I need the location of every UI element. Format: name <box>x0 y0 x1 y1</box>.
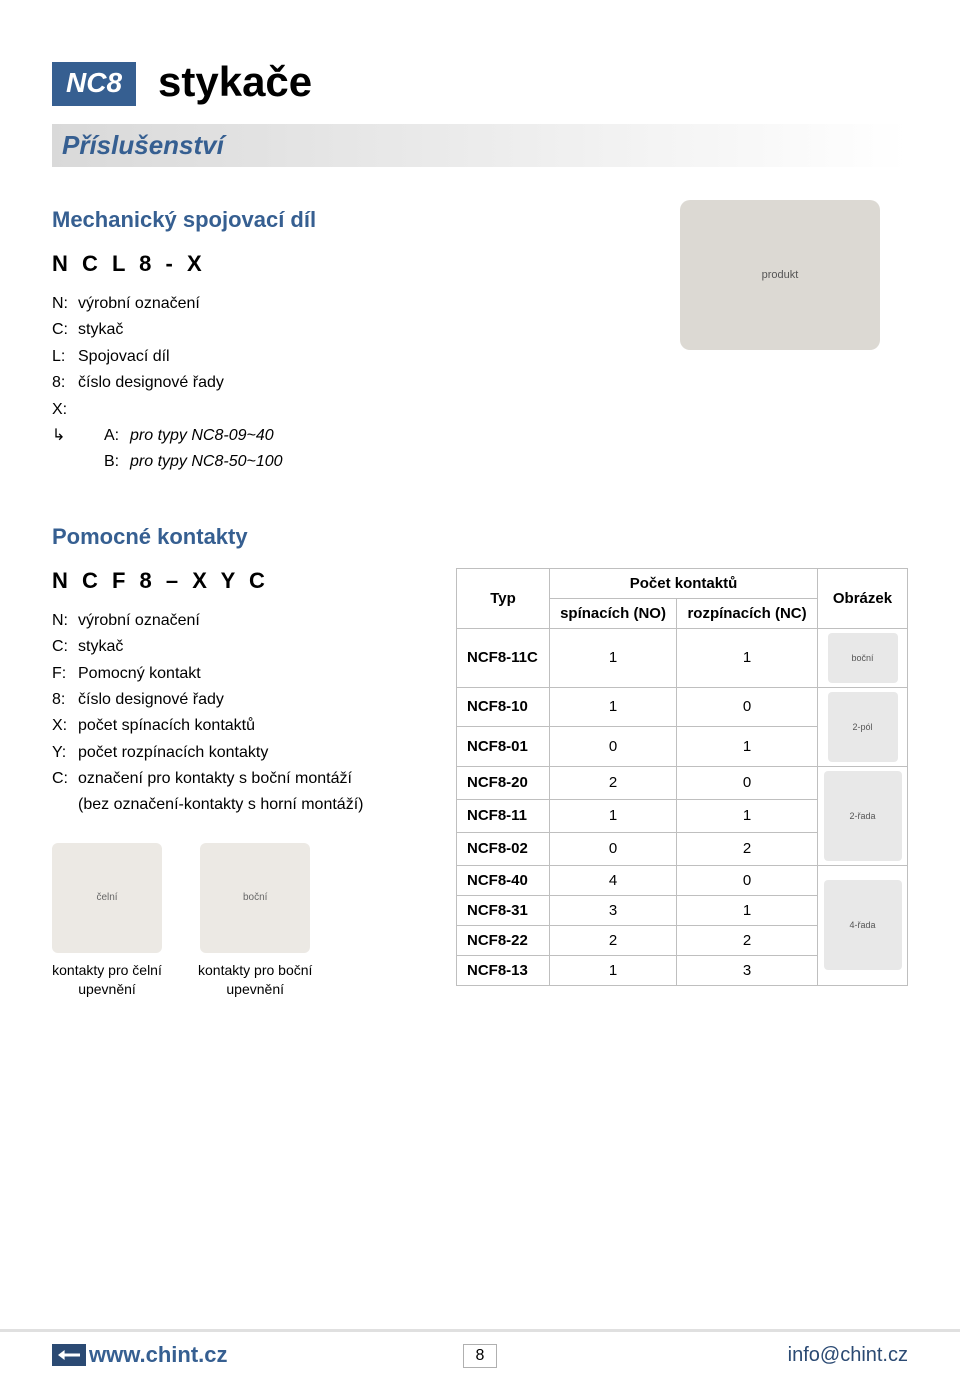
cell-nc: 1 <box>677 895 818 925</box>
cell-nc: 2 <box>677 925 818 955</box>
legend-key: C: <box>52 317 78 343</box>
legend-row: Y:počet rozpínacích kontakty <box>52 740 422 766</box>
cell-no: 0 <box>549 832 676 865</box>
cell-nc: 1 <box>677 727 818 767</box>
legend-row: X:počet spínacích kontaktů <box>52 713 422 739</box>
legend-key: L: <box>52 344 78 370</box>
footer-url: www.chint.cz <box>52 1342 228 1368</box>
legend-value: výrobní označení <box>78 291 200 317</box>
th-count: Počet kontaktů <box>549 568 817 598</box>
cell-image: 4-řada <box>818 865 908 985</box>
cell-no: 1 <box>549 799 676 832</box>
legend-row: B:pro typy NC8-50~100 <box>104 449 283 475</box>
subtitle-bar: Příslušenství <box>52 124 908 167</box>
cell-no: 1 <box>549 628 676 687</box>
legend-row: F:Pomocný kontakt <box>52 661 422 687</box>
th-typ: Typ <box>457 568 550 628</box>
cell-no: 0 <box>549 727 676 767</box>
legend-key: 8: <box>52 370 78 396</box>
cell-typ: NCF8-11C <box>457 628 550 687</box>
legend-row: X: <box>52 397 908 423</box>
legend-value: stykač <box>78 317 123 343</box>
legend-row: A:pro typy NC8-09~40 <box>104 423 283 449</box>
cell-image: boční <box>818 628 908 687</box>
product-caption: kontakty pro bočníupevnění <box>198 961 312 1000</box>
product-item: čelní kontakty pro čelníupevnění <box>52 843 162 1000</box>
cell-nc: 2 <box>677 832 818 865</box>
cell-typ: NCF8-31 <box>457 895 550 925</box>
legend-row: 8:číslo designové řady <box>52 370 908 396</box>
type-code-aux: N C F 8 – X Y C <box>52 568 422 594</box>
cell-typ: NCF8-01 <box>457 727 550 767</box>
page-title: stykače <box>158 58 312 106</box>
legend-row: C:stykač <box>52 634 422 660</box>
table-row: NCF8-40404-řada <box>457 865 908 895</box>
cell-image: 2-řada <box>818 766 908 865</box>
header: NC8 stykače <box>52 58 908 106</box>
hero-product-image: produkt <box>680 200 880 350</box>
cell-nc: 0 <box>677 865 818 895</box>
table-row: NCF8-20202-řada <box>457 766 908 799</box>
cell-typ: NCF8-13 <box>457 955 550 985</box>
cell-typ: NCF8-40 <box>457 865 550 895</box>
product-thumbnails: čelní kontakty pro čelníupevnění boční kont… <box>52 843 422 1000</box>
th-no: spínacích (NO) <box>549 598 676 628</box>
product-image: čelní <box>52 843 162 953</box>
cell-typ: NCF8-11 <box>457 799 550 832</box>
product-caption: kontakty pro čelníupevnění <box>52 961 162 1000</box>
legend-row: N:výrobní označení <box>52 608 422 634</box>
th-nc: rozpínacích (NC) <box>677 598 818 628</box>
cell-typ: NCF8-10 <box>457 687 550 727</box>
table-row: NCF8-11C11boční <box>457 628 908 687</box>
cell-no: 1 <box>549 955 676 985</box>
legend-row: C:označení pro kontakty s boční montáží <box>52 766 422 792</box>
table-row: NCF8-10102-pól <box>457 687 908 727</box>
cell-nc: 0 <box>677 766 818 799</box>
chint-logo-icon <box>52 1344 86 1366</box>
footer-email: info@chint.cz <box>788 1344 908 1367</box>
section-aux-contacts: N C F 8 – X Y C N:výrobní označeníC:styk… <box>52 568 908 1000</box>
legend-value: číslo designové řady <box>78 370 224 396</box>
cell-nc: 1 <box>677 628 818 687</box>
thumbnail-image: 2-pól <box>828 692 898 762</box>
cell-no: 4 <box>549 865 676 895</box>
legend-key: N: <box>52 291 78 317</box>
product-image: boční <box>200 843 310 953</box>
footer: www.chint.cz info@chint.cz <box>0 1329 960 1368</box>
contacts-table: Typ Počet kontaktů Obrázek spínacích (NO… <box>456 568 908 986</box>
cell-image: 2-pól <box>818 687 908 766</box>
legend-row: 8:číslo designové řady <box>52 687 422 713</box>
legend-tail: (bez označení-kontakty s horní montáží) <box>52 792 422 818</box>
thumbnail-image: boční <box>828 633 898 683</box>
cell-nc: 0 <box>677 687 818 727</box>
code-legend-aux: N:výrobní označeníC:stykačF:Pomocný kont… <box>52 608 422 819</box>
legend-key: X: <box>52 397 78 423</box>
section-heading-aux: Pomocné kontakty <box>52 524 908 550</box>
product-item: boční kontakty pro bočníupevnění <box>198 843 312 1000</box>
cell-no: 3 <box>549 895 676 925</box>
cell-typ: NCF8-02 <box>457 832 550 865</box>
product-badge: NC8 <box>52 62 136 106</box>
th-image: Obrázek <box>818 568 908 628</box>
cell-no: 2 <box>549 925 676 955</box>
arrow-icon: ↳ <box>52 423 78 476</box>
legend-value: Spojovací díl <box>78 344 170 370</box>
cell-typ: NCF8-22 <box>457 925 550 955</box>
cell-no: 1 <box>549 687 676 727</box>
thumbnail-image: 4-řada <box>824 880 902 970</box>
cell-typ: NCF8-20 <box>457 766 550 799</box>
cell-nc: 3 <box>677 955 818 985</box>
cell-no: 2 <box>549 766 676 799</box>
cell-nc: 1 <box>677 799 818 832</box>
thumbnail-image: 2-řada <box>824 771 902 861</box>
